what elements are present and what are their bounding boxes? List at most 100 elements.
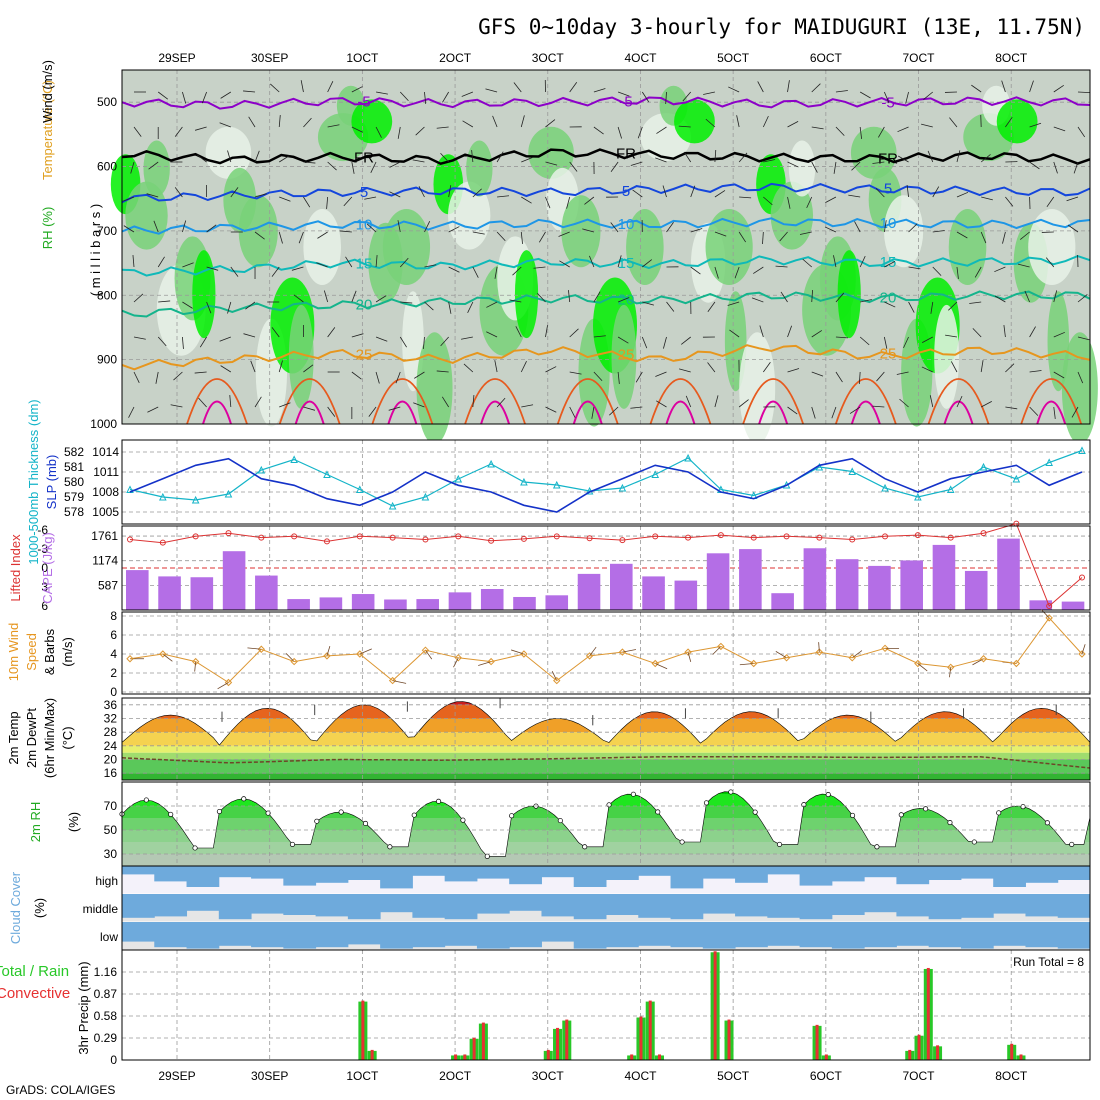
ylabel-precip: 3hr Precip (mm) bbox=[76, 961, 91, 1054]
cape-bar bbox=[319, 597, 343, 610]
rh-marker bbox=[143, 797, 149, 803]
cloud-bar bbox=[1025, 866, 1059, 883]
wind-barb bbox=[463, 363, 474, 373]
wind-barb bbox=[375, 91, 388, 95]
rh-region bbox=[528, 126, 574, 179]
wind-barb bbox=[243, 333, 256, 338]
wind-barb bbox=[569, 82, 578, 93]
wind-barb bbox=[662, 185, 667, 198]
wind-barb bbox=[969, 301, 982, 304]
slp-series-line bbox=[129, 457, 1083, 513]
wind-barb bbox=[738, 231, 746, 243]
wind-barb bbox=[496, 231, 506, 242]
wind-barb bbox=[707, 301, 716, 312]
rh-region bbox=[143, 140, 170, 197]
cloud-bar bbox=[251, 866, 284, 879]
wind-barb bbox=[395, 371, 401, 384]
wind-barb bbox=[655, 157, 667, 163]
wind-barb bbox=[375, 126, 382, 138]
wind-barb bbox=[521, 404, 534, 408]
rh-region bbox=[1061, 332, 1098, 445]
wind-barb bbox=[655, 371, 667, 377]
wind-barb bbox=[278, 231, 283, 244]
rh-marker bbox=[1069, 841, 1075, 847]
temp-tick-label: 28 bbox=[104, 725, 118, 739]
cape-bar bbox=[610, 563, 633, 610]
surface-wind-barb bbox=[1081, 644, 1086, 655]
isotherm-label: 5 bbox=[360, 184, 368, 201]
precip-convective-bar bbox=[463, 1054, 467, 1060]
surface-wind-barb bbox=[775, 651, 787, 659]
wind-barb bbox=[1066, 196, 1079, 202]
cloud-bar bbox=[1057, 922, 1091, 949]
wind-barb bbox=[690, 266, 701, 275]
wind-barb bbox=[327, 327, 336, 338]
precip-convective-bar bbox=[1019, 1054, 1023, 1060]
wind-barb bbox=[714, 395, 719, 408]
isotherm-label: 20 bbox=[618, 291, 635, 308]
precip-convective-bar bbox=[370, 1049, 374, 1060]
wind-marker bbox=[388, 676, 397, 685]
wind-tick-label: 6 bbox=[110, 628, 117, 642]
wind-barb bbox=[908, 266, 921, 270]
cloud-bar bbox=[154, 894, 188, 917]
wind-barb bbox=[729, 329, 740, 338]
wind-barb bbox=[1071, 406, 1079, 418]
wind-barb bbox=[593, 126, 604, 135]
wind-barb bbox=[666, 222, 674, 233]
wind-barb bbox=[146, 193, 159, 198]
wind-barb bbox=[153, 220, 159, 233]
rh-region bbox=[934, 304, 959, 409]
precip-convective-bar bbox=[481, 1022, 485, 1060]
heat-contour bbox=[278, 378, 341, 425]
pressure-tick-label: 900 bbox=[97, 353, 117, 367]
wind-barb bbox=[173, 371, 183, 381]
precip-convective-bar bbox=[917, 1034, 921, 1060]
rh-region bbox=[514, 250, 539, 339]
isotherm-label: -5 bbox=[881, 95, 894, 112]
wind-barb bbox=[897, 126, 909, 133]
cloud-bar bbox=[218, 866, 252, 878]
wind-barb bbox=[254, 193, 267, 198]
wind-barb bbox=[994, 266, 1006, 273]
wind-barb bbox=[835, 126, 845, 136]
cloud-bar bbox=[154, 866, 188, 882]
wind-barb bbox=[513, 82, 522, 93]
upper-air-frame bbox=[121, 69, 1091, 425]
wind-barb bbox=[303, 364, 314, 373]
li-tick-label: -6 bbox=[37, 523, 48, 537]
run-total-label: Run Total = 8 bbox=[1013, 955, 1084, 969]
wind-barb bbox=[298, 231, 304, 244]
ylabel-slp: SLP (mb) bbox=[44, 455, 59, 510]
wind-barb bbox=[424, 264, 437, 268]
top-tick-label: 6OCT bbox=[810, 51, 843, 65]
cloud-bar bbox=[702, 922, 736, 949]
wind-barb bbox=[642, 301, 655, 306]
wind-barb bbox=[364, 196, 377, 200]
cloud-bar bbox=[444, 894, 478, 920]
wind-barb bbox=[155, 371, 159, 384]
wind-marker bbox=[224, 678, 233, 687]
ylabel-temperature: RH (%) bbox=[40, 207, 55, 250]
rh-band bbox=[122, 794, 1090, 806]
wind-barb bbox=[515, 326, 522, 338]
wind-barb bbox=[642, 259, 653, 268]
wind-barb bbox=[174, 187, 183, 198]
wind-barb bbox=[279, 196, 291, 202]
wind-barb bbox=[494, 360, 498, 373]
wind-barb bbox=[849, 406, 861, 414]
wind-barb bbox=[497, 195, 510, 198]
cape-bar bbox=[448, 592, 472, 610]
heat-contour bbox=[556, 378, 619, 425]
wind-barb bbox=[859, 91, 871, 99]
cape-bar bbox=[287, 599, 310, 610]
wind-barb bbox=[1005, 116, 1013, 128]
wind-barb bbox=[182, 91, 187, 104]
rh-marker bbox=[971, 839, 977, 845]
wind-barb bbox=[763, 196, 773, 206]
wind-barb bbox=[635, 371, 643, 383]
surface-wind-barb bbox=[478, 661, 492, 666]
cloud-bar bbox=[476, 894, 510, 914]
rh-marker bbox=[241, 796, 247, 802]
wind-barb bbox=[1029, 161, 1040, 170]
